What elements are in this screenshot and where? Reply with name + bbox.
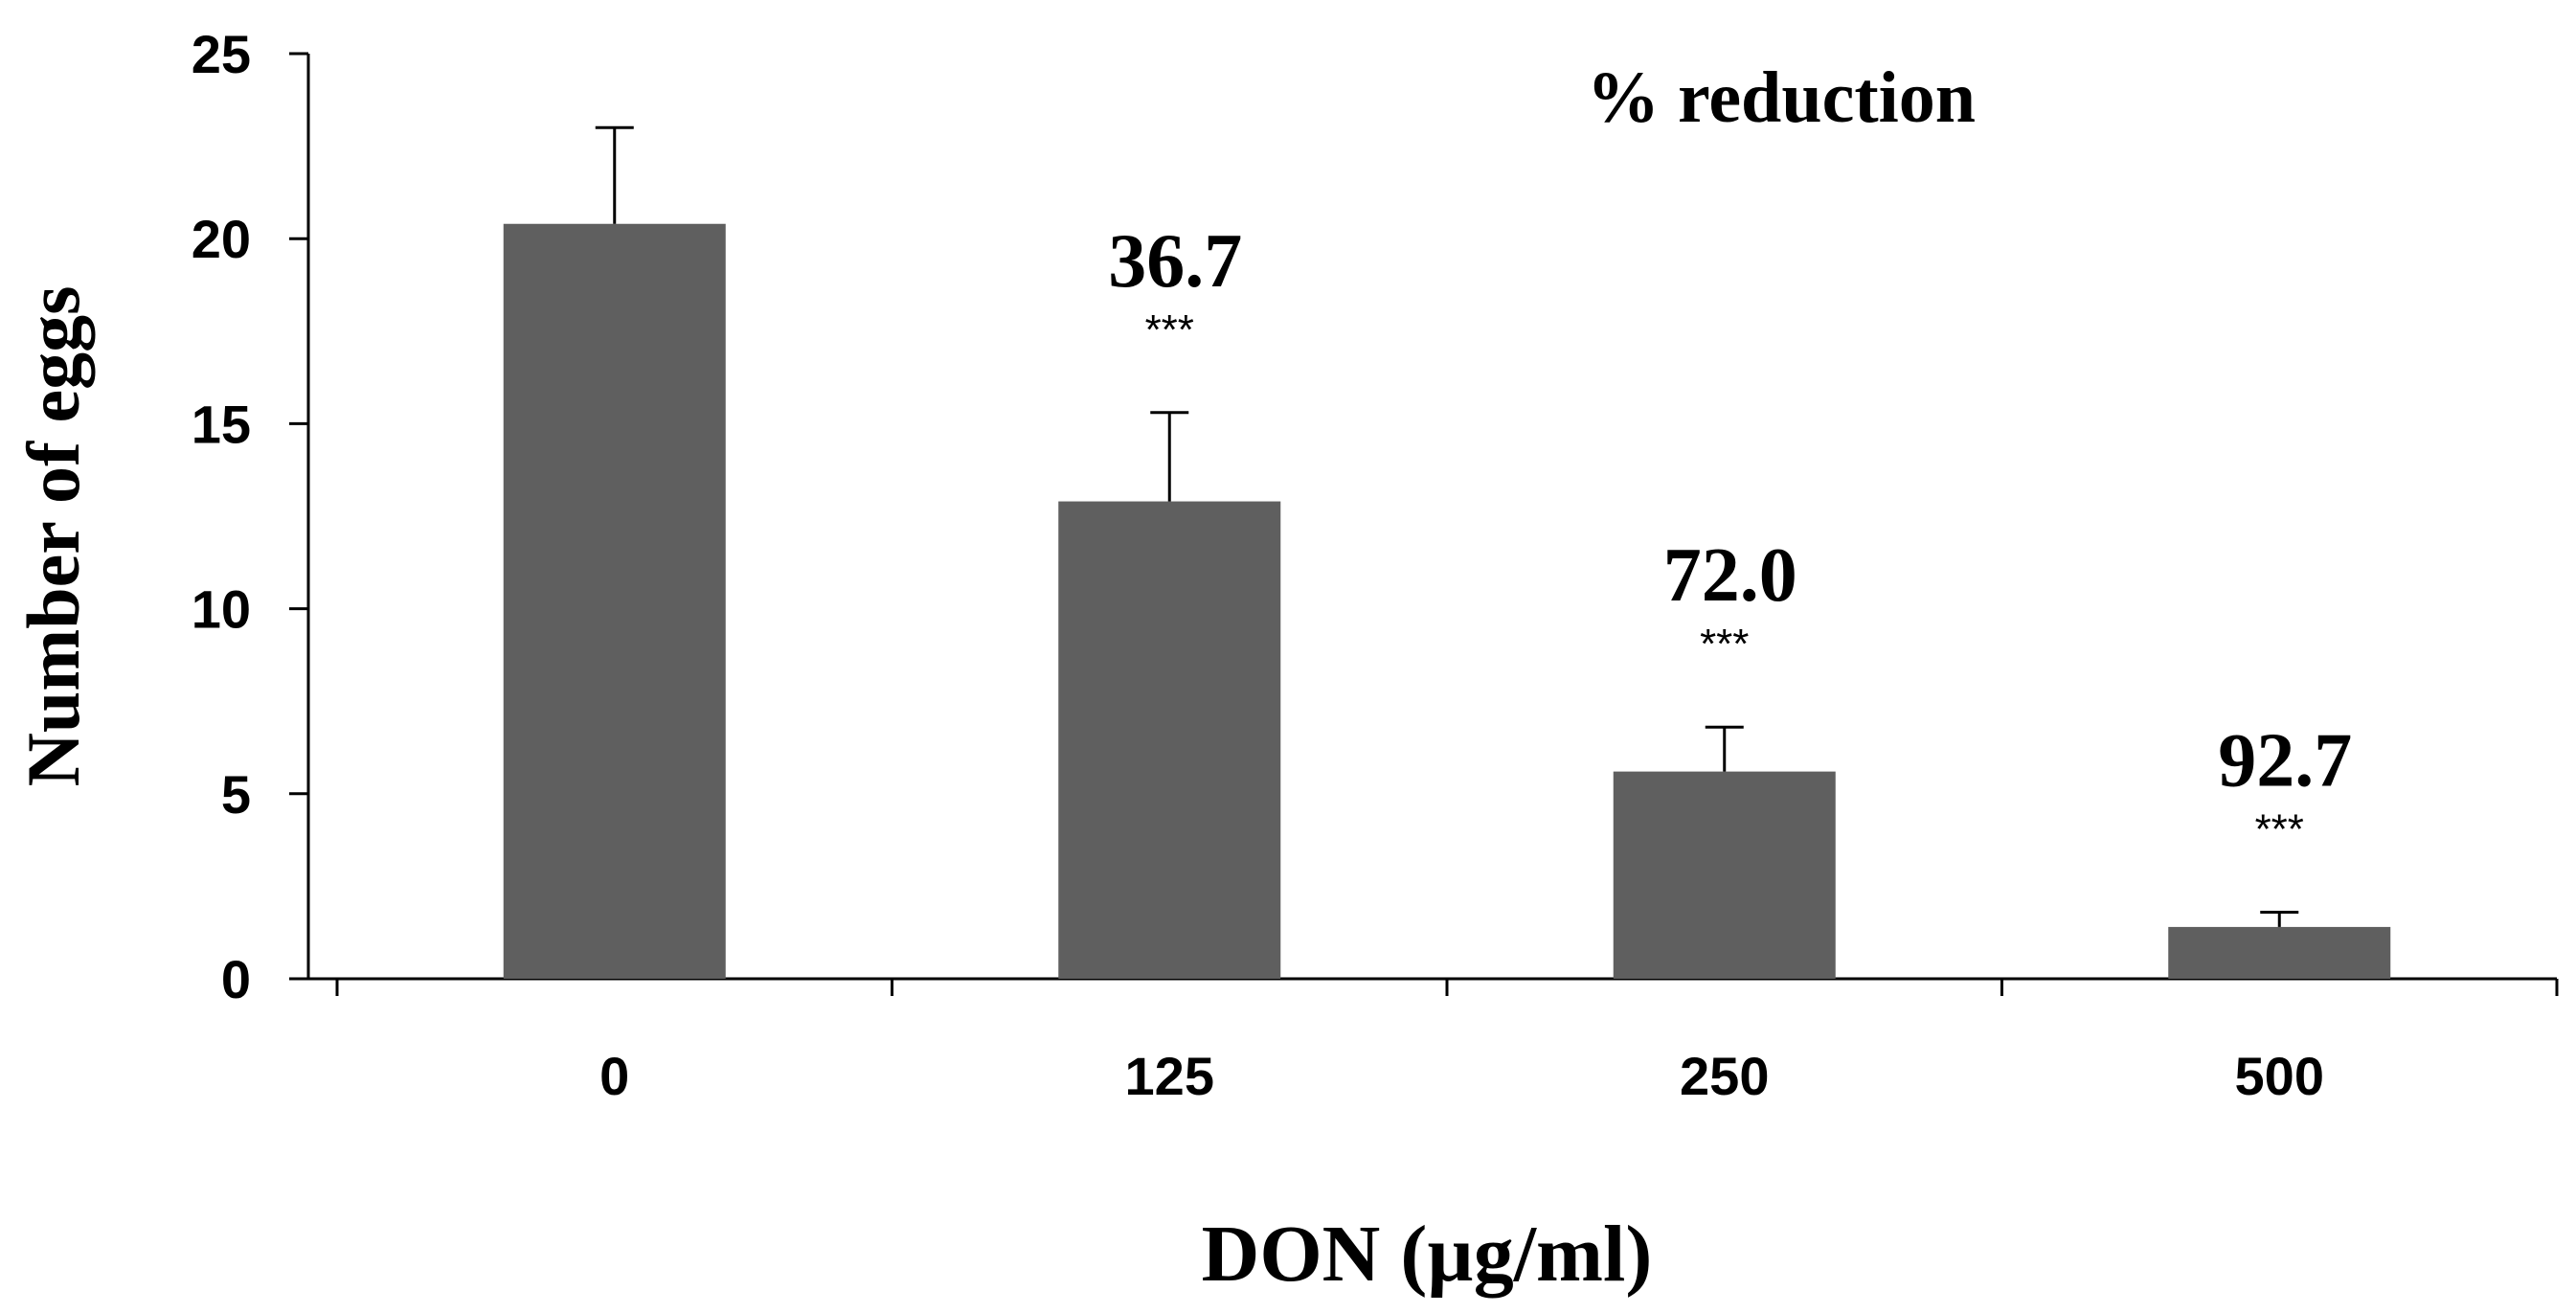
x-tick-label: 0 [599, 1046, 629, 1106]
y-tick-label: 5 [221, 764, 251, 825]
bar [1058, 501, 1281, 979]
bars [503, 125, 2391, 979]
y-tick-label: 10 [192, 579, 251, 640]
x-tick-label: 125 [1125, 1046, 1214, 1106]
bar [2168, 926, 2391, 979]
x-tick-label: 250 [1680, 1046, 1769, 1106]
y-tick-label: 15 [192, 394, 251, 454]
bar [1613, 771, 1836, 979]
y-tick-label: 0 [221, 949, 251, 1009]
y-tick-label: 25 [192, 24, 251, 84]
reduction-label: 92.7 [2218, 718, 2352, 803]
y-tick-label: 20 [192, 209, 251, 269]
x-axis-title: DON (µg/ml) [1202, 1210, 1653, 1299]
significance-label: *** [2255, 805, 2304, 852]
x-tick-label: 500 [2235, 1046, 2324, 1106]
y-axis-title: Number of eggs [11, 286, 95, 787]
annotation-title: % reduction [1587, 57, 1976, 138]
significance-label: *** [1700, 621, 1749, 668]
bar [503, 223, 726, 979]
significance-label: *** [1145, 306, 1194, 353]
reduction-label: 72.0 [1663, 533, 1797, 618]
reduction-label: 36.7 [1108, 219, 1242, 304]
